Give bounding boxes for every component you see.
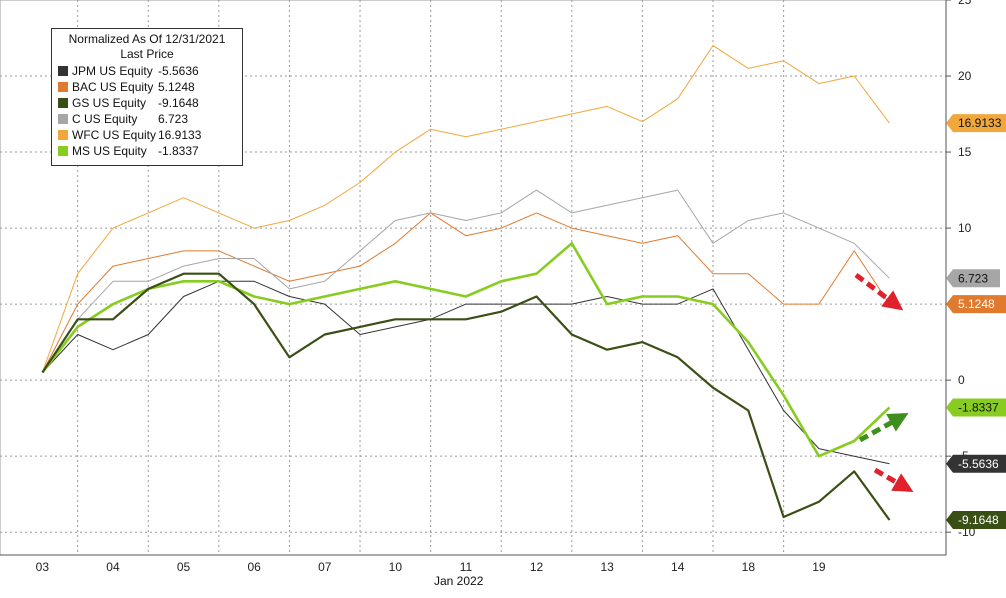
legend-swatch (58, 130, 68, 140)
x-tick-label: 03 (36, 560, 50, 574)
legend-rows: JPM US Equity -5.5636 BAC US Equity 5.1248 G… (52, 63, 242, 159)
x-axis-title: Jan 2022 (434, 574, 484, 588)
y-tick-label: 15 (958, 145, 972, 159)
legend-entry: GS US Equity -9.1648 (52, 95, 242, 111)
x-tick-label: 10 (389, 560, 403, 574)
last-value-label: -9.1648 (958, 513, 999, 527)
legend-series-name: BAC US Equity (72, 80, 154, 94)
x-tick-label: 12 (530, 560, 544, 574)
legend-series-name: MS US Equity (72, 144, 147, 158)
last-value-label: 16.9133 (958, 116, 1002, 130)
x-tick-label: 14 (671, 560, 685, 574)
legend-swatch (58, 98, 68, 108)
legend-entry: BAC US Equity 5.1248 (52, 79, 242, 95)
legend-swatch (58, 66, 68, 76)
legend-series-value: 5.1248 (158, 80, 195, 94)
last-value-label: 5.1248 (958, 297, 995, 311)
x-tick-label: 11 (460, 560, 473, 574)
legend-title-1: Normalized As Of 12/31/2021 (68, 32, 226, 46)
last-value-tag (946, 269, 1000, 288)
last-value-label: -5.5636 (958, 457, 999, 471)
legend: Normalized As Of 12/31/2021 Last Price J… (51, 28, 243, 166)
legend-series-name: C US Equity (72, 112, 138, 126)
legend-entry: MS US Equity -1.8337 (52, 143, 242, 159)
last-value-label: 6.723 (958, 271, 988, 285)
series-line-bac (41, 212, 890, 373)
x-tick-label: 07 (318, 560, 332, 574)
legend-swatch (58, 82, 68, 92)
legend-entry: WFC US Equity 16.9133 (52, 127, 242, 143)
y-tick-label: 10 (958, 221, 972, 235)
ms-up-arrow-head (886, 413, 909, 432)
legend-series-name: GS US Equity (72, 96, 147, 110)
x-tick-label: 05 (177, 560, 191, 574)
y-tick-label: 20 (958, 69, 972, 83)
legend-series-value: 16.9133 (158, 128, 202, 142)
series-line-jpm (42, 280, 890, 465)
x-tick-label: 06 (247, 560, 261, 574)
last-value-tag (946, 114, 1006, 133)
last-value-label: -1.8337 (958, 401, 999, 415)
legend-swatch (58, 114, 68, 124)
series-line-ms (41, 242, 891, 458)
legend-series-value: -5.5636 (158, 64, 199, 78)
y-tick-label: 25 (958, 0, 972, 7)
y-tick-label: 0 (958, 373, 965, 387)
x-tick-label: 04 (106, 560, 120, 574)
gs-down-arrow-head (891, 473, 914, 492)
legend-series-name: JPM US Equity (72, 64, 153, 78)
legend-swatch (58, 146, 68, 156)
x-tick-label: 13 (600, 560, 614, 574)
last-value-tag (946, 398, 1006, 417)
series-line-c (41, 189, 890, 373)
legend-series-value: -1.8337 (158, 144, 199, 158)
series-line-gs (41, 272, 891, 521)
legend-entry: JPM US Equity -5.5636 (52, 63, 242, 79)
series-line-wfc (41, 45, 890, 373)
legend-series-value: -9.1648 (158, 96, 199, 110)
last-value-tag (946, 295, 1006, 314)
last-value-tag (946, 511, 1006, 530)
legend-series-name: WFC US Equity (72, 128, 157, 142)
last-value-tag (946, 454, 1006, 473)
legend-title-2: Last Price (120, 47, 174, 61)
x-tick-label: 18 (742, 560, 756, 574)
legend-entry: C US Equity 6.723 (52, 111, 242, 127)
legend-series-value: 6.723 (158, 112, 189, 126)
bac-down-arrow-head (881, 290, 904, 311)
x-tick-label: 19 (812, 560, 826, 574)
